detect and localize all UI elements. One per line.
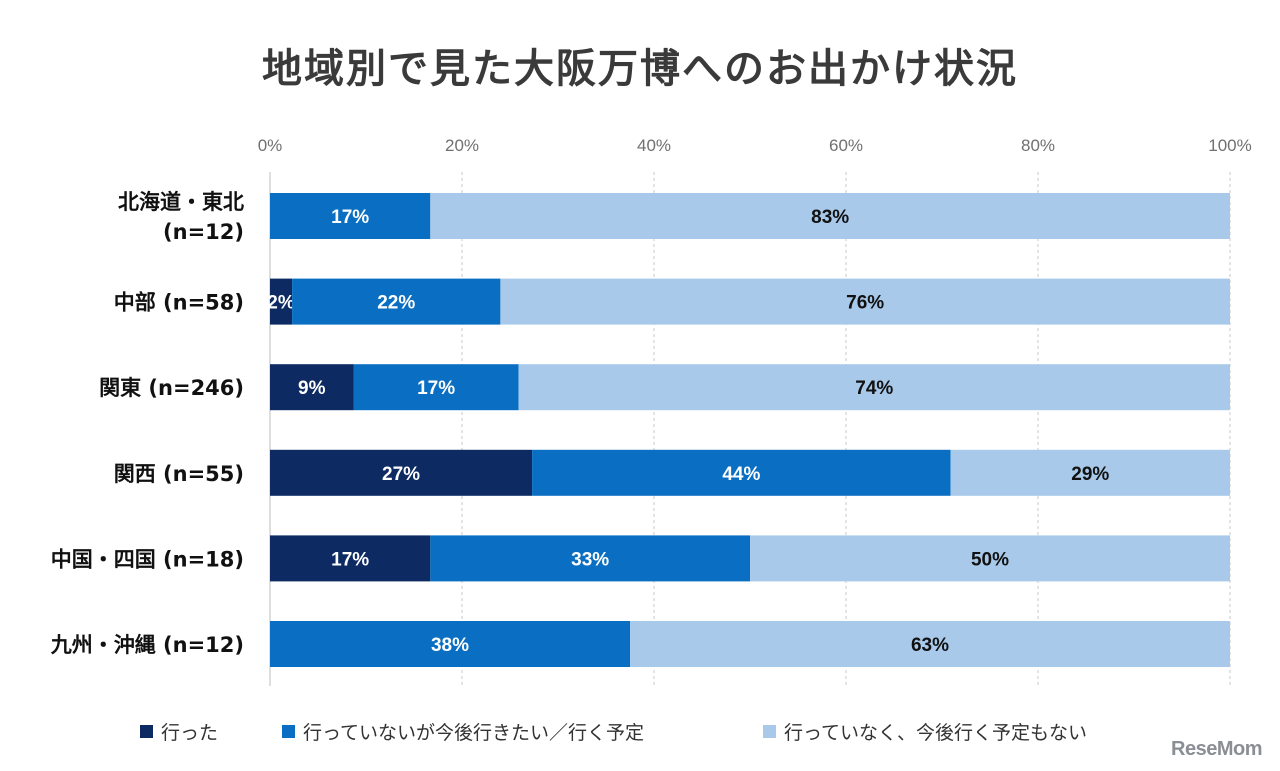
legend-swatch-went (140, 725, 153, 738)
bar-segment (270, 278, 293, 325)
bar-segment (518, 364, 1230, 411)
category-label: 中国・四国 (n=18) (51, 547, 244, 571)
legend-label-plan-to-go: 行っていないが今後行きたい／行く予定 (303, 722, 645, 744)
data-label: 29% (1071, 464, 1109, 485)
data-label: 27% (382, 464, 420, 485)
bar-segment (270, 621, 630, 667)
data-label: 17% (331, 549, 369, 570)
legend-swatch-plan-to-go (282, 725, 295, 738)
category-label: 関東 (n=246) (99, 376, 244, 400)
chart-legend: 行った 行っていないが今後行きたい／行く予定 行っていなく、今後行く予定もない (0, 718, 1280, 748)
data-label: 17% (331, 207, 369, 228)
bar-segment (750, 535, 1230, 582)
bar-segment (353, 364, 519, 411)
bar-segment (292, 278, 501, 325)
legend-item-plan-to-go: 行っていないが今後行きたい／行く予定 (282, 718, 644, 745)
x-tick-label: 0% (258, 136, 283, 155)
legend-item-went: 行った (140, 718, 218, 745)
bar-segment (630, 621, 1230, 667)
legend-label-no-plan: 行っていなく、今後行く予定もない (784, 722, 1088, 744)
x-tick-label: 20% (445, 136, 479, 155)
data-label: 2% (267, 293, 295, 314)
data-label: 38% (431, 635, 469, 656)
data-label: 44% (722, 464, 760, 485)
category-label: 北海道・東北 (118, 190, 244, 214)
x-tick-label: 80% (1021, 136, 1055, 155)
resemom-logo: ReseMom (1171, 738, 1262, 760)
bar-segment (430, 193, 1230, 239)
legend-item-no-plan: 行っていなく、今後行く予定もない (763, 718, 1087, 745)
category-label: 中部 (n=58) (114, 291, 244, 315)
bar-segment (430, 535, 750, 582)
data-label: 63% (911, 635, 949, 656)
x-tick-label: 60% (829, 136, 863, 155)
x-tick-label: 40% (637, 136, 671, 155)
bar-segment (270, 193, 431, 239)
x-tick-label: 100% (1208, 136, 1251, 155)
bar-segment (270, 449, 533, 496)
data-label: 9% (298, 378, 326, 399)
legend-swatch-no-plan (763, 725, 776, 738)
chart-title: 地域別で見た大阪万博へのお出かけ状況 (262, 46, 1018, 92)
data-label: 50% (971, 549, 1009, 570)
data-label: 83% (811, 207, 849, 228)
bar-segment (500, 278, 1230, 325)
category-label: 関西 (n=55) (114, 462, 244, 486)
bar-segment (270, 535, 431, 582)
legend-label-went: 行った (161, 722, 219, 744)
bar-segment (950, 449, 1230, 496)
data-label: 22% (377, 293, 415, 314)
category-label: (n=12) (163, 220, 244, 244)
data-label: 33% (571, 549, 609, 570)
data-label: 74% (855, 378, 893, 399)
bar-segment (532, 449, 951, 496)
data-label: 76% (846, 293, 884, 314)
category-label: 九州・沖縄 (n=12) (50, 633, 244, 657)
bar-segment (270, 364, 354, 411)
data-label: 17% (417, 378, 455, 399)
